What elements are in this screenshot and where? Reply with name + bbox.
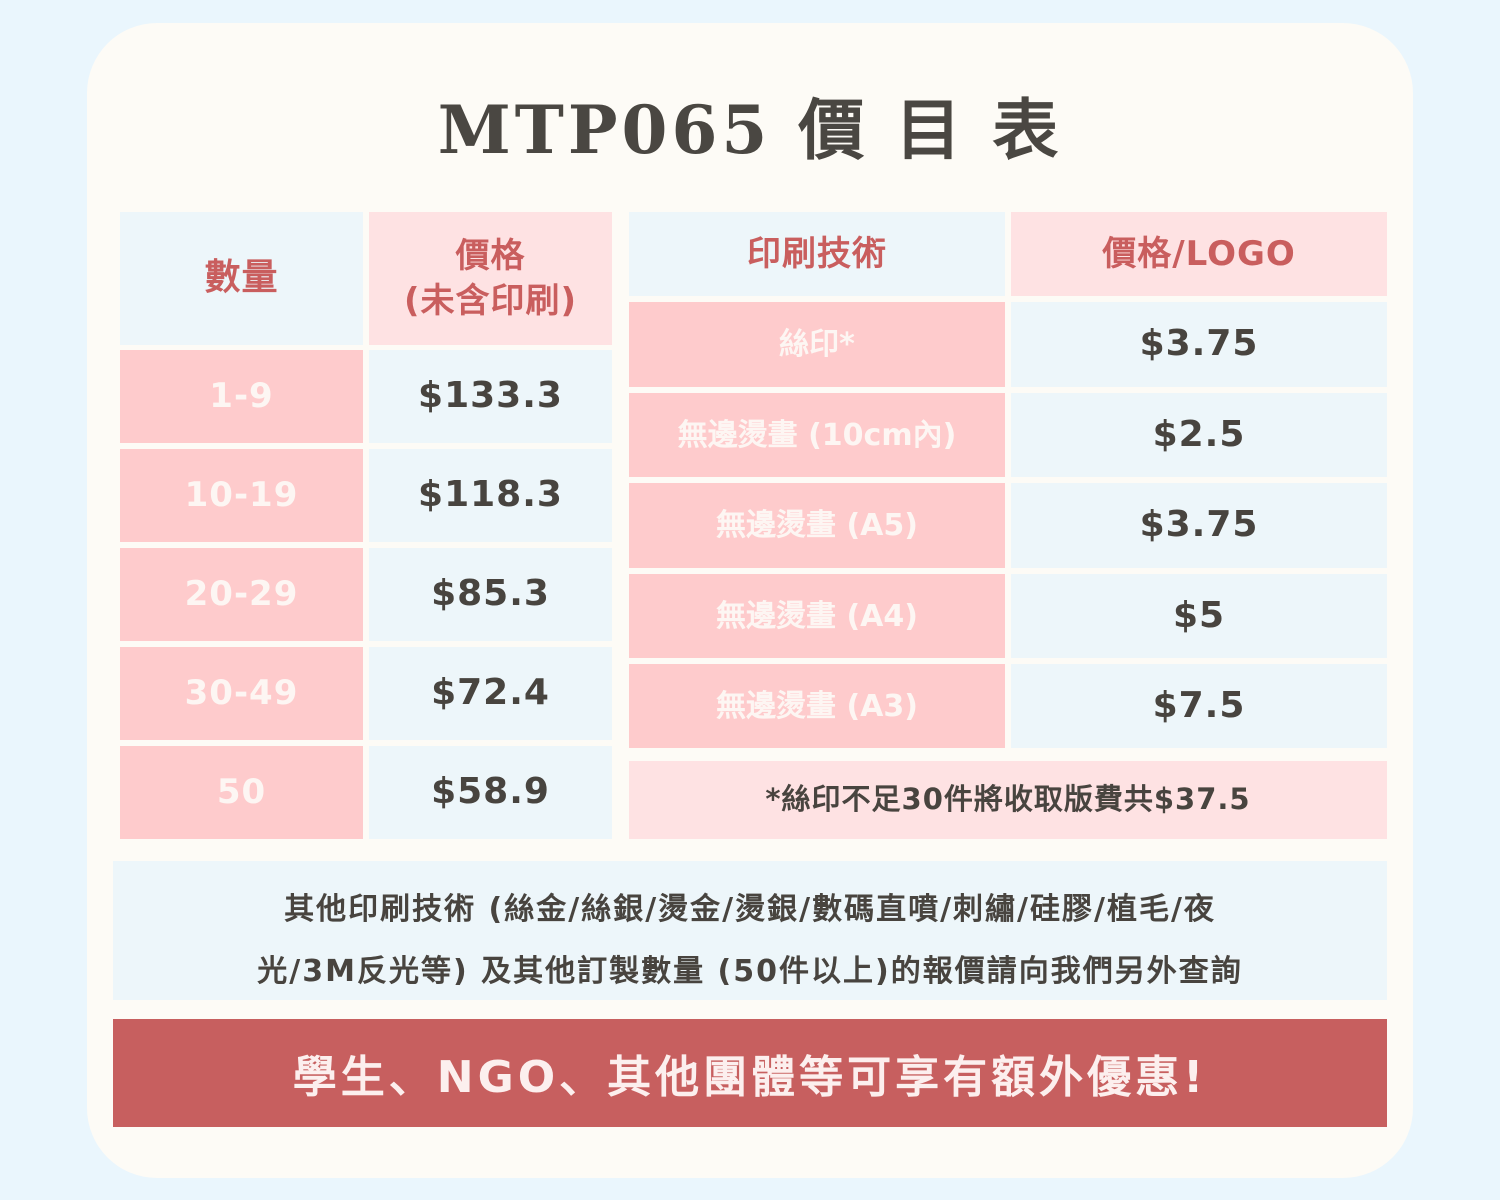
technique-cell: 無邊燙畫 (A3) [629,664,1005,748]
page-title: MTP065 價 目 表 [437,91,1063,169]
other-techniques-info: 其他印刷技術 (絲金/絲銀/燙金/燙銀/數碼直噴/刺繡/硅膠/植毛/夜 光/3M… [113,861,1387,1000]
header-price-line1: 價格 [455,236,526,277]
header-print-technique: 印刷技術 [629,212,1005,296]
qty-cell: 10-19 [120,449,363,542]
qty-price-cell: $58.9 [369,746,612,839]
technique-price-cell: $3.75 [1011,302,1387,387]
qty-cell: 50 [120,746,363,839]
header-quantity: 數量 [120,212,363,345]
technique-cell: 無邊燙畫 (10cm內) [629,393,1005,477]
info-line-1: 其他印刷技術 (絲金/絲銀/燙金/燙銀/數碼直噴/刺繡/硅膠/植毛/夜 [284,892,1216,927]
technique-price-cell: $3.75 [1011,483,1387,568]
header-price-excl-print: 價格 (未含印刷) [369,212,612,345]
header-price-per-logo: 價格/LOGO [1011,212,1387,296]
technique-cell: 無邊燙畫 (A4) [629,574,1005,658]
qty-cell: 30-49 [120,647,363,740]
discount-banner: 學生、NGO、其他團體等可享有額外優惠! [113,1019,1387,1127]
qty-price-cell: $72.4 [369,647,612,740]
qty-price-cell: $85.3 [369,548,612,641]
qty-cell: 20-29 [120,548,363,641]
qty-price-cell: $118.3 [369,449,612,542]
screen-print-note: *絲印不足30件將收取版費共$37.5 [629,761,1387,839]
technique-cell: 無邊燙畫 (A5) [629,483,1005,568]
qty-price-cell: $133.3 [369,350,612,443]
header-price-line2: (未含印刷) [403,280,578,321]
technique-price-cell: $2.5 [1011,393,1387,477]
info-line-2: 光/3M反光等) 及其他訂製數量 (50件以上)的報價請向我們另外查詢 [257,954,1243,989]
qty-cell: 1-9 [120,350,363,443]
technique-cell: 絲印* [629,302,1005,387]
technique-price-cell: $7.5 [1011,664,1387,748]
technique-price-cell: $5 [1011,574,1387,658]
